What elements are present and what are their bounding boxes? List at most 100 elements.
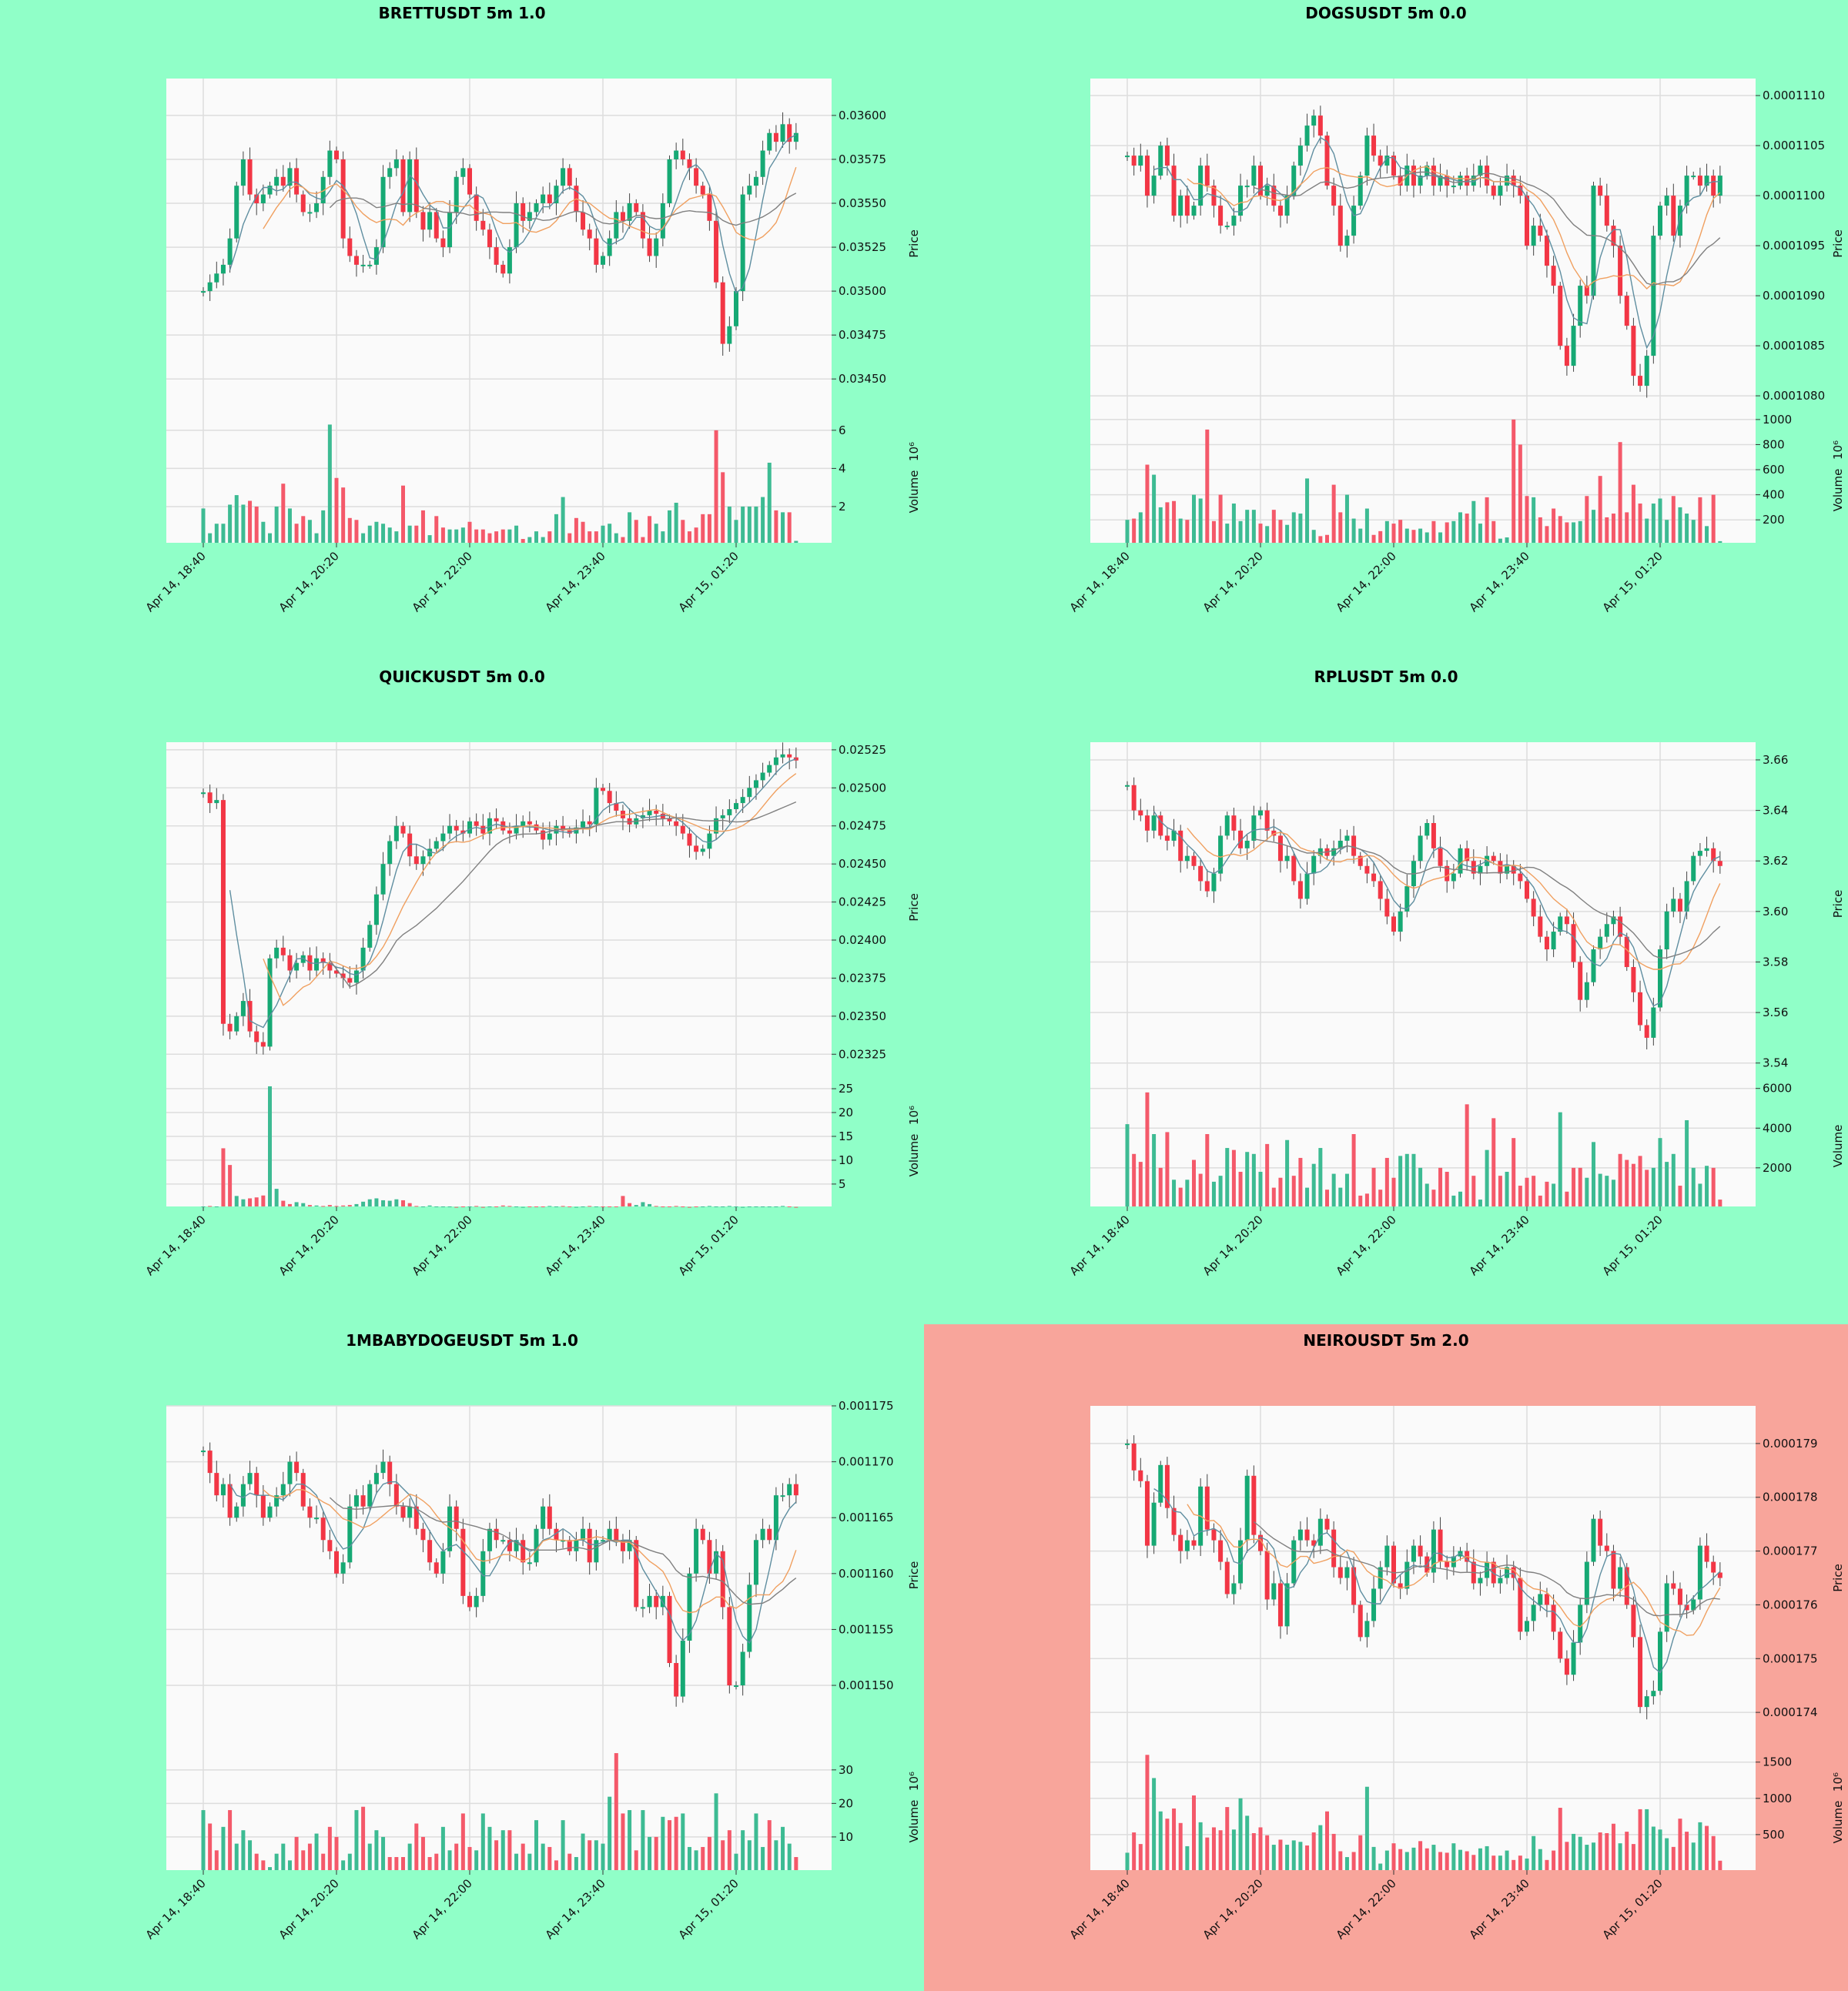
volume-bar: [574, 1857, 578, 1870]
chart-title: QUICKUSDT 5m 0.0: [379, 668, 545, 686]
candle-body: [1584, 1561, 1589, 1605]
volume-bar: [1691, 520, 1696, 543]
candle-body: [320, 1518, 326, 1541]
candle-body: [367, 264, 373, 266]
volume-bar: [261, 1860, 266, 1870]
volume-bar: [1572, 1167, 1576, 1206]
chart-panel-2: 0.02325 0.02350 0.02375 0.02400 0.02425 0.024…: [0, 664, 924, 1327]
volume-bar: [1558, 516, 1562, 543]
volume-bar: [1384, 1850, 1389, 1870]
volume-bar: [1465, 514, 1469, 543]
volume-bar: [347, 1853, 352, 1870]
candle-body: [714, 818, 719, 834]
volume-bar: [1351, 1852, 1356, 1870]
candle-body: [720, 282, 725, 344]
volume-bar: [521, 539, 525, 543]
candle-body: [1664, 911, 1669, 950]
volume-bar: [1545, 526, 1549, 543]
candle-body: [1277, 206, 1283, 216]
candle-body: [1591, 1518, 1596, 1562]
candle-body: [1598, 1518, 1603, 1546]
candle-body: [500, 1540, 506, 1542]
volume-bar: [1185, 520, 1190, 543]
candle-body: [1598, 186, 1603, 196]
volume-bar: [1364, 1193, 1369, 1206]
candle-body: [1445, 865, 1450, 882]
candle-body: [547, 194, 552, 204]
volume-bar: [381, 1200, 386, 1206]
volume-bar: [1431, 1190, 1436, 1206]
volume-bar: [1225, 1807, 1230, 1870]
candle-body: [353, 970, 359, 983]
candle-body: [1224, 226, 1230, 228]
chart-panel-3: 3.54 3.56 3.58 3.60 3.62 3.64 3.66 2000 4000 6000…: [924, 664, 1848, 1327]
candle-body: [1478, 166, 1483, 176]
volume-bar: [454, 529, 459, 543]
volume-bar: [321, 510, 326, 543]
candle-body: [267, 958, 273, 1047]
volume-bar: [1525, 1177, 1529, 1206]
volume-bar: [1498, 538, 1502, 543]
volume-bar: [507, 1830, 512, 1870]
candle-body: [1505, 1567, 1510, 1578]
candle-body: [207, 282, 213, 292]
volume-bar: [1371, 1167, 1376, 1206]
candle-body: [680, 1640, 685, 1697]
volume-bar: [1152, 1134, 1157, 1206]
volume-bar: [1605, 1832, 1609, 1870]
volume-bar: [1678, 507, 1682, 543]
candle-body: [1671, 898, 1676, 912]
candle-body: [1291, 166, 1297, 196]
volume-bar: [707, 1836, 711, 1870]
candle-body: [773, 132, 778, 142]
volume-bar: [1311, 1832, 1316, 1870]
volume-bar: [1518, 444, 1522, 543]
volume-bar: [1572, 522, 1576, 543]
candle-body: [214, 273, 219, 283]
candle-body: [1271, 1583, 1277, 1600]
candle-body: [1131, 1443, 1137, 1471]
candle-body: [1271, 186, 1277, 206]
x-tick-label: Apr 14, 22:00: [410, 549, 475, 614]
candle-body: [1717, 1572, 1722, 1578]
volume-bar: [1125, 1124, 1130, 1206]
candle-body: [1677, 206, 1682, 236]
price-axis-label: Price: [1831, 229, 1845, 258]
price-tick-label: 0.02425: [839, 895, 886, 909]
price-axis-label: Price: [907, 893, 921, 922]
volume-bar: [1325, 1811, 1329, 1870]
candle-body: [527, 821, 532, 825]
volume-bar: [241, 1830, 246, 1870]
candle-body: [1364, 865, 1370, 874]
candle-body: [647, 1595, 652, 1608]
volume-bar: [1458, 512, 1462, 543]
candle-body: [340, 973, 346, 979]
volume-bar: [1424, 1848, 1429, 1870]
volume-bar: [1145, 464, 1150, 543]
candle-body: [601, 1540, 605, 1542]
plot-area: [1090, 79, 1756, 543]
volume-bar: [1431, 1845, 1436, 1870]
candle-body: [1618, 246, 1623, 296]
candle-body: [507, 247, 512, 274]
candle-body: [527, 1562, 532, 1564]
candle-body: [581, 212, 586, 230]
candle-body: [1211, 873, 1217, 892]
candle-body: [1458, 176, 1463, 186]
volume-bar: [521, 1843, 525, 1870]
volume-bar: [701, 1846, 705, 1870]
candle-body: [747, 186, 752, 195]
volume-bar: [248, 500, 253, 543]
candle-body: [1525, 1621, 1529, 1632]
volume-bar: [1305, 1845, 1310, 1870]
candle-body: [1344, 236, 1350, 246]
price-tick-label: 3.60: [1763, 905, 1788, 919]
candle-body: [780, 124, 785, 142]
candle-body: [1291, 855, 1297, 882]
volume-bar: [1291, 512, 1296, 543]
volume-bar: [674, 1816, 678, 1870]
candle-body: [494, 818, 499, 821]
candle-body: [334, 150, 339, 159]
volume-bar: [401, 1857, 405, 1870]
candle-body: [734, 803, 738, 809]
